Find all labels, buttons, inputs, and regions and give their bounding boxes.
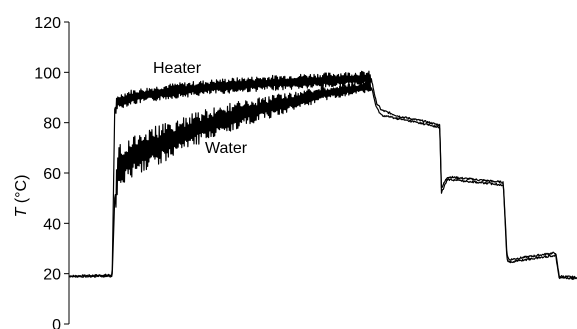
y-tick-label-120: 120 <box>34 15 61 32</box>
y-tick-label-60: 60 <box>43 166 61 183</box>
y-axis-variable: T <box>13 206 30 217</box>
y-ticks: 0 20 40 60 80 100 120 <box>34 15 69 329</box>
series-label-water: Water <box>205 140 248 157</box>
y-tick-label-100: 100 <box>34 65 61 82</box>
y-tick-label-80: 80 <box>43 116 61 133</box>
y-axis-unit: (°C) <box>13 175 30 208</box>
y-tick-label-0: 0 <box>52 317 61 329</box>
y-tick-label-20: 20 <box>43 267 61 284</box>
y-axis: 0 20 40 60 80 100 120 <box>34 15 70 329</box>
y-axis-title: T (°C) <box>13 175 30 218</box>
series-label-heater: Heater <box>153 60 202 77</box>
series-line-heater <box>68 70 577 279</box>
series-line-water <box>68 81 577 280</box>
y-tick-label-40: 40 <box>43 216 61 233</box>
plot-lines <box>68 70 577 280</box>
